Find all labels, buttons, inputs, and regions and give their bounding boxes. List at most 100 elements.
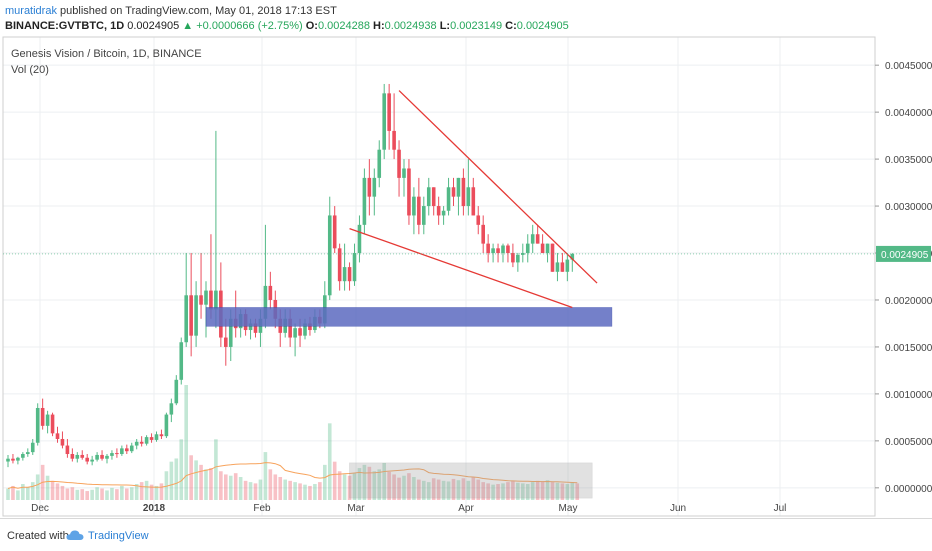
volume-bar <box>45 475 50 500</box>
candle-body <box>6 458 10 462</box>
volume-bar <box>169 461 174 500</box>
author-link[interactable]: muratidrak <box>5 5 57 17</box>
candle-body <box>45 414 50 426</box>
footer: Created with TradingView <box>0 518 932 551</box>
volume-bar <box>174 458 179 500</box>
volume-bar <box>258 479 263 500</box>
volume-bar <box>357 468 362 500</box>
volume-bar <box>323 464 327 500</box>
candle-body <box>179 342 184 380</box>
candle-body <box>352 253 357 282</box>
volume-bar <box>16 490 20 500</box>
candle-body <box>11 458 15 461</box>
candle-body <box>486 243 490 254</box>
candle-body <box>451 187 456 197</box>
y-tick-label: 0.0045000 <box>885 61 932 72</box>
price-chart[interactable]: 0.0045000 0.0040000 0.0035000 0.0030000 0.00… <box>0 0 932 518</box>
volume-bar <box>397 477 401 500</box>
support-zone <box>205 307 613 327</box>
ohlc-line: BINANCE:GVTBTC, 1D 0.0024905 ▲ +0.000066… <box>5 20 569 32</box>
volume-bar <box>313 484 317 500</box>
volume-bar <box>461 478 466 500</box>
volume-bar <box>387 471 391 500</box>
volume-bar <box>26 487 30 500</box>
chart-frame <box>2 36 876 517</box>
volume-bar <box>238 477 243 500</box>
volume-bar <box>11 485 15 500</box>
volume-bar <box>466 480 471 500</box>
volume-bar <box>209 468 213 500</box>
volume-bar <box>303 484 307 500</box>
volume-bar <box>560 483 565 500</box>
candle-body <box>545 243 550 254</box>
volume-bar <box>144 480 149 500</box>
volume-bar <box>90 489 94 500</box>
candle-body <box>402 168 406 178</box>
candle-body <box>456 177 461 197</box>
volume-bar <box>228 475 233 500</box>
low-value: 0.0023149 <box>450 20 503 32</box>
volume-bar <box>451 478 456 500</box>
candle-body <box>228 318 233 347</box>
candle-body <box>387 93 391 131</box>
volume-bar <box>164 471 169 500</box>
candle-body <box>263 285 268 319</box>
volume-bar <box>293 482 297 500</box>
tradingview-link[interactable]: TradingView <box>88 530 149 542</box>
volume-bar <box>372 471 377 500</box>
volume-bar <box>55 483 60 500</box>
x-tick-label: Apr <box>458 503 474 514</box>
tradingview-cloud-icon[interactable] <box>66 529 84 541</box>
candle-body <box>55 433 60 439</box>
candle-body <box>194 295 198 336</box>
candle-body <box>85 457 89 462</box>
y-tick-label: 0.0010000 <box>885 390 932 401</box>
candle-body <box>357 224 362 254</box>
volume-bar <box>125 488 129 500</box>
candle-body <box>407 168 411 216</box>
volume-bar <box>382 462 386 500</box>
open-value: 0.0024288 <box>317 20 370 32</box>
candle-body <box>426 187 431 207</box>
volume-bar <box>120 485 124 500</box>
volume-bar <box>149 484 154 500</box>
volume-bar <box>446 481 451 500</box>
x-tick-label: Jun <box>670 503 686 514</box>
candle-body <box>516 254 520 263</box>
candle-body <box>303 323 307 336</box>
candle-body <box>50 414 55 434</box>
time-axis[interactable]: Dec 2018 Feb Mar Apr May Jun Jul <box>31 503 786 514</box>
candle-body <box>154 434 159 440</box>
volume-bar <box>30 482 35 500</box>
volume-ma-line <box>7 462 578 489</box>
candle-body <box>184 295 188 343</box>
candle-body <box>476 215 481 225</box>
price-axis[interactable]: 0.0045000 0.0040000 0.0035000 0.0030000 0.00… <box>875 61 932 495</box>
candle-body <box>159 434 164 437</box>
volume-bar <box>80 489 85 500</box>
x-tick-label: Feb <box>253 503 271 514</box>
candle-body <box>342 267 347 282</box>
volume-bar <box>456 480 461 500</box>
volume-bar <box>431 478 436 500</box>
x-tick-label: Jul <box>774 503 787 514</box>
volume-bar <box>273 474 278 500</box>
last-price: 0.0024905 <box>127 20 180 32</box>
candle-body <box>377 149 382 178</box>
candle-body <box>555 262 560 272</box>
candle-body <box>461 177 466 207</box>
candle-body <box>105 455 109 459</box>
volume-bar <box>199 464 203 500</box>
candle-body <box>288 318 292 338</box>
volume-bar <box>367 466 372 500</box>
x-tick-label: 2018 <box>143 503 166 514</box>
volume-bar <box>219 471 223 500</box>
volume-bar <box>248 482 253 500</box>
candle-body <box>298 328 302 336</box>
volume-bar <box>95 487 99 500</box>
volume-bar <box>516 482 520 500</box>
volume-bar <box>555 482 560 500</box>
volume-bar <box>422 480 426 500</box>
candle-body <box>382 93 386 150</box>
candle-body <box>417 196 421 225</box>
